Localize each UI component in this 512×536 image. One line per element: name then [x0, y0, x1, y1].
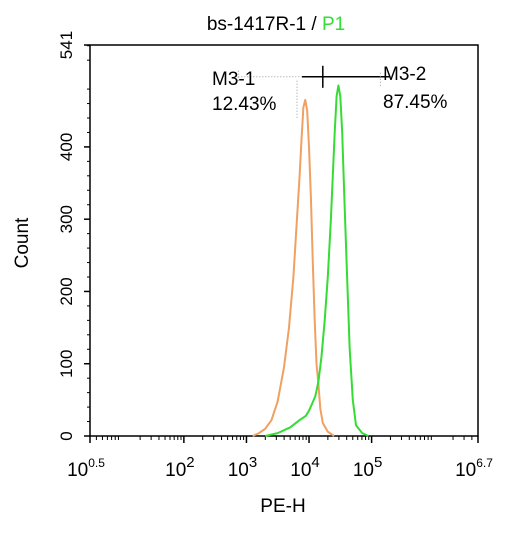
marker-m3-1-percent: 12.43%: [212, 94, 277, 115]
gate-label: P1: [322, 14, 345, 35]
x-tick-label: 100.5: [67, 456, 105, 481]
histogram-series-2: [264, 84, 369, 437]
y-tick-label: 200: [57, 277, 76, 305]
x-tick-label: 105: [353, 454, 382, 481]
marker-m3-2-percent: 87.45%: [383, 92, 448, 113]
x-tick-label: 103: [228, 454, 257, 481]
y-tick-label: 541: [57, 31, 76, 59]
plot-area: 0 100 200 300 400 541 100.5 102 103 104 105 106.7 M3…: [57, 31, 493, 481]
marker-m3-2-name: M3-2: [383, 64, 426, 85]
marker-m3-1-name: M3-1: [212, 69, 255, 90]
y-axis-label: Count: [12, 217, 33, 268]
x-axis-label: PE-H: [260, 496, 305, 517]
histogram-series-1: [252, 98, 335, 437]
y-tick-label: 0: [57, 431, 76, 440]
y-tick-label: 300: [57, 205, 76, 233]
y-tick-label: 100: [57, 350, 76, 378]
x-tick-label: 102: [165, 454, 194, 481]
x-tick-label: 104: [290, 454, 319, 481]
y-tick-label: 400: [57, 133, 76, 161]
chart-title: bs-1417R-1 / P1: [207, 14, 345, 35]
x-tick-label: 106.7: [455, 456, 493, 481]
